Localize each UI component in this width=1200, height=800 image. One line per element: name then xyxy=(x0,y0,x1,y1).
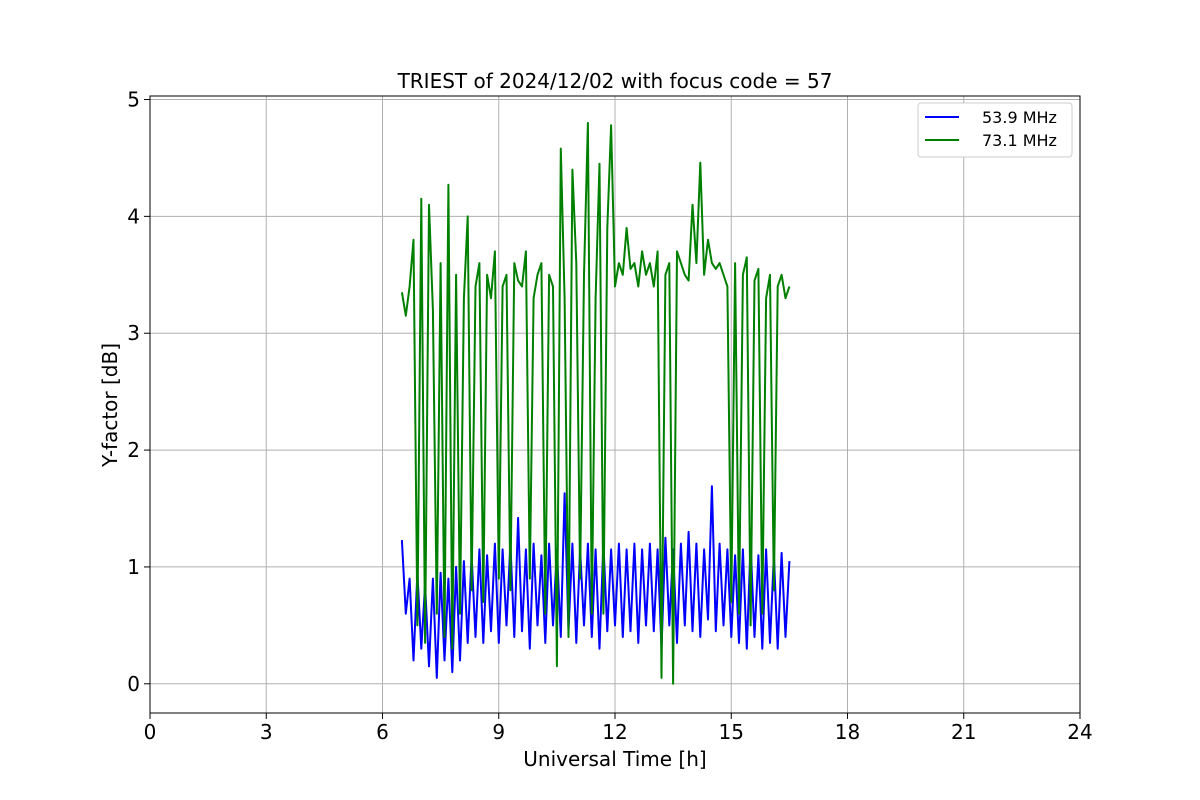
x-tick-label: 15 xyxy=(719,720,744,744)
x-tick-label: 3 xyxy=(260,720,273,744)
chart-title: TRIEST of 2024/12/02 with focus code = 5… xyxy=(397,69,833,93)
y-tick-label: 1 xyxy=(127,555,140,579)
legend-label-53-9: 53.9 MHz xyxy=(982,108,1057,127)
series-line-73-1-mhz xyxy=(400,121,791,685)
x-tick-label: 6 xyxy=(376,720,389,744)
y-tick-label: 5 xyxy=(127,88,140,112)
x-tick-label: 24 xyxy=(1067,720,1092,744)
y-tick-label: 2 xyxy=(127,438,140,462)
y-tick-label: 3 xyxy=(127,321,140,345)
x-tick-label: 18 xyxy=(835,720,860,744)
x-tick-label: 9 xyxy=(492,720,505,744)
legend: 53.9 MHz 73.1 MHz xyxy=(917,102,1073,158)
x-tick-label: 21 xyxy=(951,720,976,744)
legend-label-73-1: 73.1 MHz xyxy=(982,131,1057,150)
y-tick-label: 0 xyxy=(127,672,140,696)
series-layer xyxy=(400,121,791,685)
y-axis-label: Y-factor [dB] xyxy=(98,343,122,468)
series-line-53-9-mhz xyxy=(400,485,791,679)
x-tick-label: 0 xyxy=(144,720,157,744)
x-axis-label: Universal Time [h] xyxy=(523,747,706,771)
x-tick-label: 12 xyxy=(602,720,627,744)
y-tick-label: 4 xyxy=(127,204,140,228)
